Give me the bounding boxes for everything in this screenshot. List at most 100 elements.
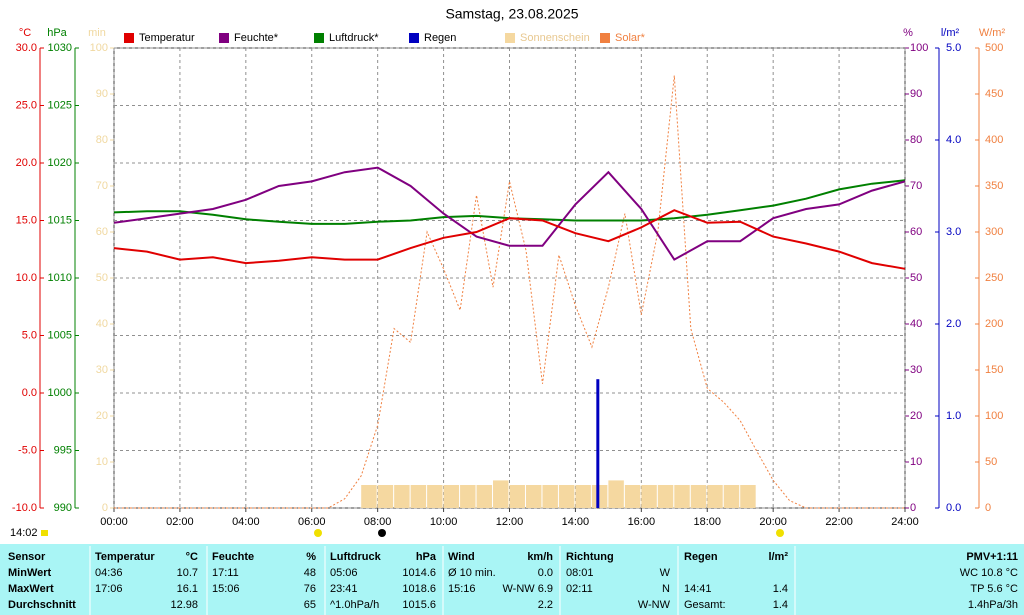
x-tick-label: 14:00 <box>562 516 590 528</box>
bar <box>558 485 575 508</box>
bar <box>624 485 641 508</box>
table-cell: TP 5.6 °C <box>970 583 1018 595</box>
y-tick-label: 450 <box>985 88 1003 100</box>
table-cell: 15:16 <box>448 583 476 595</box>
table-header: Wind <box>448 551 475 563</box>
table-cell: 0.0 <box>538 567 553 579</box>
table-cell: MinWert <box>8 567 52 579</box>
y-tick-label: 350 <box>985 180 1003 192</box>
bar <box>460 485 476 508</box>
y-tick-label: 20.0 <box>16 157 37 169</box>
y-tick-label: 0 <box>910 502 916 514</box>
bar <box>443 485 460 508</box>
bar <box>723 485 740 508</box>
y-tick-label: 80 <box>96 134 108 146</box>
axis-unit: °C <box>19 27 31 39</box>
bar <box>707 485 723 508</box>
y-tick-label: 1025 <box>48 99 72 111</box>
y-tick-label: 1010 <box>48 272 72 284</box>
table-cell: W-NW <box>638 599 671 611</box>
table-cell: 17:06 <box>95 583 123 595</box>
y-tick-label: 20 <box>96 410 108 422</box>
stats-table-bg <box>0 544 1024 615</box>
y-tick-label: 100 <box>985 410 1003 422</box>
y-tick-label: 1000 <box>48 387 72 399</box>
y-tick-label: 50 <box>96 272 108 284</box>
legend-swatch <box>600 33 610 43</box>
y-tick-label: 400 <box>985 134 1003 146</box>
table-cell: 12.98 <box>170 599 198 611</box>
table-cell: WC 10.8 °C <box>960 567 1018 579</box>
y-tick-label: 0 <box>102 502 108 514</box>
y-tick-label: 20 <box>910 410 922 422</box>
y-tick-label: 300 <box>985 226 1003 238</box>
axis-unit: l/m² <box>941 27 960 39</box>
y-tick-label: 50 <box>910 272 922 284</box>
table-header: hPa <box>416 551 437 563</box>
legend-label: Solar* <box>615 32 646 44</box>
table-cell: 48 <box>304 567 316 579</box>
y-tick-label: 60 <box>96 226 108 238</box>
table-cell: 04:36 <box>95 567 123 579</box>
table-header: °C <box>186 551 198 563</box>
y-tick-label: 0.0 <box>22 387 37 399</box>
y-tick-label: 200 <box>985 318 1003 330</box>
y-tick-label: 100 <box>90 42 108 54</box>
bar <box>690 485 707 508</box>
x-tick-label: 10:00 <box>430 516 458 528</box>
bar <box>509 485 525 508</box>
x-tick-label: 16:00 <box>628 516 656 528</box>
x-tick-label: 00:00 <box>100 516 128 528</box>
table-cell: 10.7 <box>177 567 198 579</box>
y-tick-label: 3.0 <box>946 226 961 238</box>
table-header: % <box>306 551 316 563</box>
y-tick-label: 5.0 <box>946 42 961 54</box>
bar <box>657 485 674 508</box>
table-cell: 1014.6 <box>402 567 436 579</box>
table-cell: 02:11 <box>566 583 593 595</box>
axis-unit: hPa <box>47 27 67 39</box>
y-tick-label: 1015 <box>48 214 72 226</box>
table-header: Sensor <box>8 551 46 563</box>
bar <box>427 485 443 508</box>
x-tick-label: 02:00 <box>166 516 194 528</box>
table-header: Feuchte <box>212 551 254 563</box>
table-cell: Ø 10 min. <box>448 567 496 579</box>
table-cell: 05:06 <box>330 567 358 579</box>
chart-title: Samstag, 23.08.2025 <box>445 6 578 22</box>
table-cell: 14:41 <box>684 583 712 595</box>
table-cell: 23:41 <box>330 583 358 595</box>
table-header: Richtung <box>566 551 614 563</box>
y-tick-label: 50 <box>985 456 997 468</box>
y-tick-label: 990 <box>54 502 72 514</box>
y-tick-label: 60 <box>910 226 922 238</box>
y-tick-label: 10 <box>910 456 922 468</box>
y-tick-label: 25.0 <box>16 99 37 111</box>
y-tick-label: 70 <box>910 180 922 192</box>
bar <box>476 485 493 508</box>
time-marker: 14:02 <box>10 527 38 539</box>
table-cell: 1015.6 <box>402 599 436 611</box>
y-tick-label: 1.0 <box>946 410 961 422</box>
table-cell: MaxWert <box>8 583 54 595</box>
y-tick-label: 40 <box>910 318 922 330</box>
legend-swatch <box>124 33 134 43</box>
bar <box>674 485 690 508</box>
table-cell: 76 <box>304 583 316 595</box>
y-tick-label: 995 <box>54 444 72 456</box>
table-header: PMV+1:11 <box>966 551 1018 563</box>
legend-label: Feuchte* <box>234 32 279 44</box>
x-tick-label: 20:00 <box>759 516 787 528</box>
y-tick-label: 5.0 <box>22 329 37 341</box>
y-tick-label: 90 <box>910 88 922 100</box>
axis-unit: W/m² <box>979 27 1006 39</box>
table-cell: 08:01 <box>566 567 594 579</box>
bar <box>608 480 624 508</box>
table-header: Temperatur <box>95 551 155 563</box>
y-tick-label: 30 <box>96 364 108 376</box>
legend-label: Temperatur <box>139 32 195 44</box>
y-tick-label: 100 <box>910 42 928 54</box>
sunset-marker <box>776 529 784 537</box>
y-tick-label: 500 <box>985 42 1003 54</box>
